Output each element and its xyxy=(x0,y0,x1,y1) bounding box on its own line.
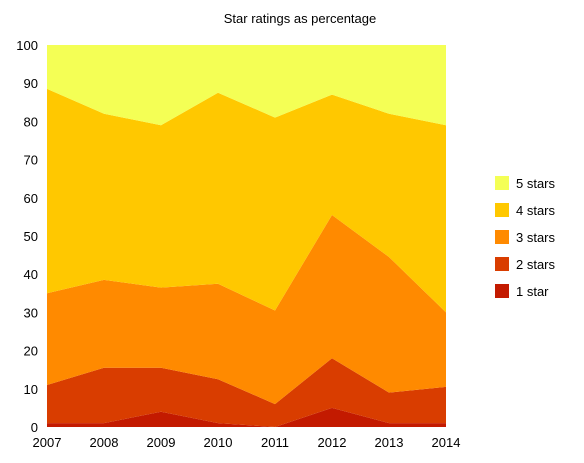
legend-label-5-stars: 5 stars xyxy=(516,176,556,191)
legend: 5 stars 4 stars 3 stars 2 stars 1 star xyxy=(495,176,556,299)
y-tick-label: 10 xyxy=(24,382,38,397)
legend-swatch-5-stars xyxy=(495,176,509,190)
y-tick-label: 50 xyxy=(24,229,38,244)
x-tick-label: 2008 xyxy=(90,435,119,450)
legend-label-2-stars: 2 stars xyxy=(516,257,556,272)
x-tick-label: 2013 xyxy=(375,435,404,450)
x-tick-label: 2010 xyxy=(204,435,233,450)
y-tick-label: 100 xyxy=(16,38,38,53)
legend-swatch-2-stars xyxy=(495,257,509,271)
y-tick-label: 80 xyxy=(24,114,38,129)
legend-swatch-1-star xyxy=(495,284,509,298)
plot-area xyxy=(47,45,446,427)
area-series-5-stars xyxy=(47,45,446,126)
x-tick-label: 2011 xyxy=(261,435,289,450)
x-axis: 2007 2008 2009 2010 2011 2012 2013 2014 xyxy=(33,435,461,450)
area-series-1-star xyxy=(47,407,446,427)
area-series-3-stars xyxy=(47,214,446,405)
y-axis: 0 10 20 30 40 50 60 70 80 90 100 xyxy=(16,38,38,435)
x-tick-label: 2012 xyxy=(318,435,347,450)
y-tick-label: 0 xyxy=(31,420,38,435)
x-tick-label: 2014 xyxy=(432,435,461,450)
legend-label-1-star: 1 star xyxy=(516,284,549,299)
legend-label-3-stars: 3 stars xyxy=(516,230,556,245)
legend-swatch-4-stars xyxy=(495,203,509,217)
y-tick-label: 30 xyxy=(24,305,38,320)
x-tick-label: 2009 xyxy=(147,435,176,450)
chart-title: Star ratings as percentage xyxy=(224,11,376,26)
legend-label-4-stars: 4 stars xyxy=(516,203,556,218)
y-tick-label: 40 xyxy=(24,267,38,282)
area-series-4-stars xyxy=(47,88,446,313)
y-tick-label: 70 xyxy=(24,153,38,168)
area-series-2-stars xyxy=(47,358,446,427)
legend-swatch-3-stars xyxy=(495,230,509,244)
y-tick-label: 60 xyxy=(24,191,38,206)
y-tick-label: 20 xyxy=(24,344,38,359)
y-tick-label: 90 xyxy=(24,76,38,91)
x-tick-label: 2007 xyxy=(33,435,62,450)
